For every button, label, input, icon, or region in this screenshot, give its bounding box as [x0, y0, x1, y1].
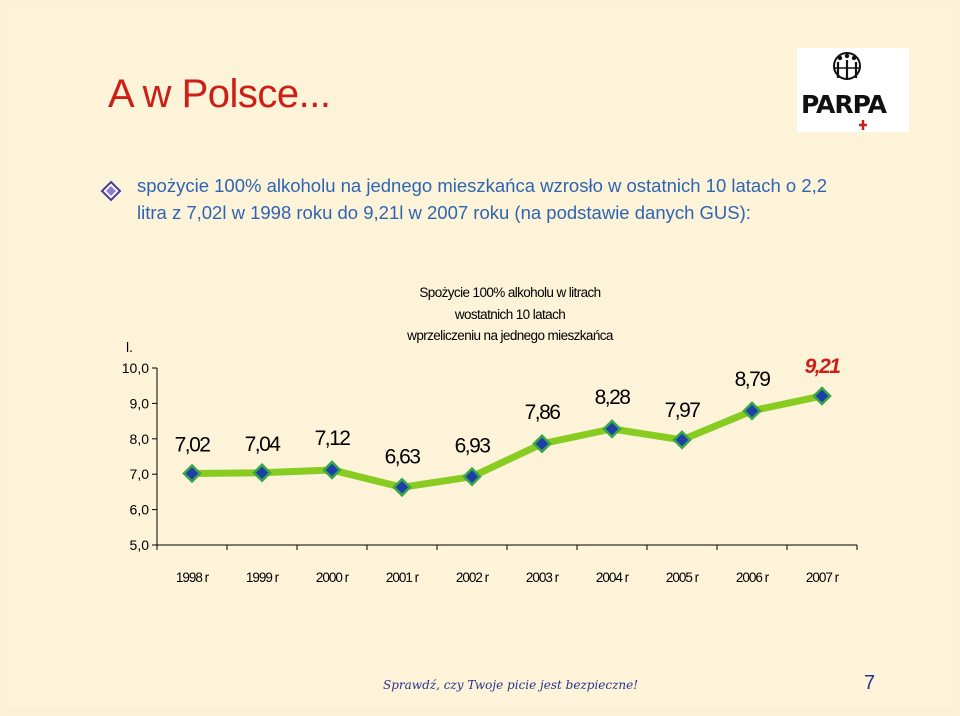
data-label: 6,93: [455, 435, 491, 458]
slide-title: A w Polsce...: [108, 72, 331, 116]
page-number: 7: [864, 672, 876, 694]
data-label: 7,86: [525, 401, 561, 424]
parpa-logo-figures-icon: [833, 52, 867, 130]
data-label: 7,04: [245, 433, 282, 456]
data-point-marker: [252, 463, 272, 483]
data-point-marker: [812, 386, 832, 406]
chart-title-line: wprzeliczeniu na jednego mieszkańca: [406, 328, 614, 343]
parpa-logo-text: PARPA: [801, 90, 887, 119]
y-tick-label: 9,0: [130, 395, 150, 411]
slide-background: [8, 8, 952, 708]
x-tick-label: 1998 r: [176, 570, 210, 585]
data-label: 8,28: [595, 386, 631, 409]
x-tick-label: 2001 r: [386, 570, 420, 585]
data-label: 6,63: [385, 445, 421, 468]
data-label: 9,21: [805, 355, 841, 378]
diamond-bullet-icon: [100, 180, 122, 202]
data-point-marker: [322, 460, 342, 480]
data-point-marker: [182, 463, 202, 484]
chart-title-line: Spożycie 100% alkoholu w litrach: [419, 285, 600, 300]
x-tick-label: 2006 r: [736, 570, 770, 585]
chart-title-line: wostatnich 10 latach: [454, 307, 565, 322]
x-tick-label: 2007 r: [806, 570, 840, 585]
bullet-text: spożycie 100% alkoholu na jednego mieszk…: [137, 175, 828, 223]
y-tick-label: 7,0: [130, 466, 150, 482]
data-label: 7,97: [665, 399, 701, 422]
parpa-logo: PARPA: [797, 48, 909, 132]
data-label: 8,79: [735, 368, 771, 391]
x-tick-label: 1999 r: [246, 570, 280, 585]
y-tick-label: 6,0: [130, 502, 150, 518]
x-tick-label: 2000 r: [316, 570, 350, 585]
data-point-marker: [602, 419, 622, 439]
data-label: 7,12: [315, 427, 351, 450]
data-point-marker: [672, 430, 692, 450]
x-tick-label: 2002 r: [456, 570, 490, 585]
data-label: 7,02: [175, 433, 211, 456]
x-axis-ticks: 1998 r 1999 r 2000 r 2001 r 2002 r 2003 r 2004…: [156, 545, 858, 585]
y-tick-label: 5,0: [130, 537, 150, 553]
data-point-marker: [742, 401, 762, 421]
data-labels: 7,02 7,04 7,12 6,63 6,93 7,86 8,28 7,97 8,79 9,21: [175, 355, 842, 468]
x-tick-label: 2003 r: [526, 570, 560, 585]
y-axis-ticks: 5,0 6,0 7,0 8,0 9,0 10,0: [122, 360, 157, 553]
chart-series: [182, 386, 832, 498]
y-axis-label: l.: [126, 339, 133, 355]
x-tick-label: 2004 r: [596, 570, 630, 585]
y-tick-label: 8,0: [130, 431, 150, 447]
series-line: [191, 392, 823, 491]
footer-motto: Sprawdź, czy Twoje picie jest bezpieczne…: [383, 678, 639, 692]
chart-title: Spożycie 100% alkoholu w litrach wostatn…: [406, 285, 614, 343]
data-point-marker: [532, 433, 552, 454]
data-point-marker: [462, 466, 482, 487]
data-point-marker: [392, 477, 412, 498]
y-tick-label: 10,0: [122, 360, 149, 376]
x-tick-label: 2005 r: [666, 570, 700, 585]
